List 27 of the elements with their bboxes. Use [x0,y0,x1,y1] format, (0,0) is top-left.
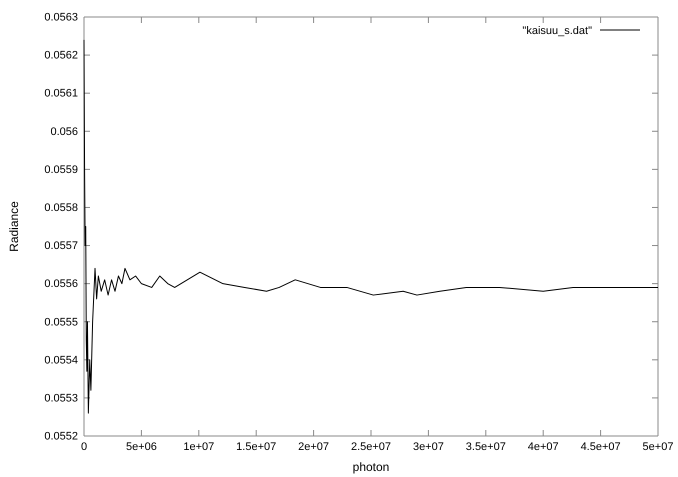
legend-label: "kaisuu_s.dat" [522,25,592,37]
y-tick-label: 0.0559 [44,164,78,176]
y-tick-label: 0.0557 [44,240,78,252]
x-tick-label: 0 [80,440,88,453]
y-tick-label: 0.0561 [44,88,78,100]
y-tick-label: 0.0556 [44,278,78,290]
y-tick-label: 0.0563 [44,12,78,24]
y-tick-label: 0.0555 [44,316,78,328]
x-tick-label: 1e+07 [183,440,214,453]
y-tick-label: 0.056 [50,126,78,138]
y-axis-title: Radiance [7,200,21,252]
x-tick-label: 2e+07 [298,440,330,453]
x-tick-label: 3.5e+07 [466,440,506,453]
y-tick-label: 0.0554 [44,354,78,366]
x-tick-label: 1.5e+07 [236,440,276,453]
y-tick-label: 0.0562 [44,50,78,62]
y-tick-label: 0.0558 [44,202,78,214]
x-tick-label: 3e+07 [412,440,444,453]
x-tick-label: 4.5e+07 [580,440,621,453]
x-axis-title: photon [352,460,390,474]
x-tick-label: 2.5e+07 [350,440,392,453]
x-tick-label: 4e+07 [528,440,559,453]
x-tick-label: 5e+07 [642,440,674,453]
y-tick-label: 0.0552 [44,430,78,443]
x-tick-label: 5e+06 [126,440,157,453]
line-series [84,39,658,414]
y-tick-label: 0.0553 [44,392,78,404]
